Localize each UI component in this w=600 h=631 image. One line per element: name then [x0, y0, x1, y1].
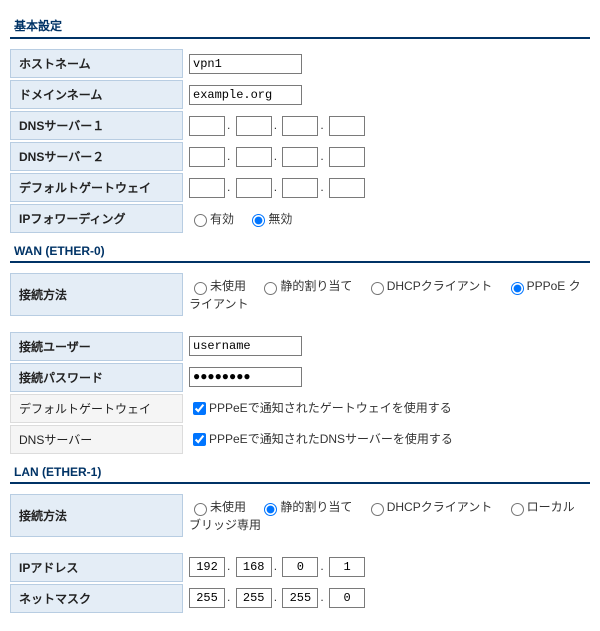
lan-mask-oct3[interactable]	[282, 588, 318, 608]
wan-user-label: 接続ユーザー	[10, 332, 183, 361]
section-basic-title: 基本設定	[10, 14, 590, 39]
lan-mask-label: ネットマスク	[10, 584, 183, 613]
lan-mask-oct1[interactable]	[189, 588, 225, 608]
hostname-label: ホストネーム	[10, 49, 183, 78]
dns2-oct4[interactable]	[329, 147, 365, 167]
dns1-oct1[interactable]	[189, 116, 225, 136]
lan-method-table: 接続方法 未使用 静的割り当て DHCPクライアント ローカルブリッジ専用	[10, 492, 590, 539]
section-lan-title: LAN (ETHER-1)	[10, 462, 590, 484]
wan-gw-label: デフォルトゲートウェイ	[10, 394, 183, 423]
wan-user-input[interactable]	[189, 336, 302, 356]
dns2-oct2[interactable]	[236, 147, 272, 167]
lan-mask-oct2[interactable]	[236, 588, 272, 608]
dns2-label: DNSサーバー２	[10, 142, 183, 171]
dns1-oct3[interactable]	[282, 116, 318, 136]
wan-dns-label: DNSサーバー	[10, 425, 183, 454]
ipfw-enable-text: 有効	[210, 212, 234, 226]
lan-method-unused[interactable]: 未使用	[189, 500, 246, 514]
wan-pass-input[interactable]	[189, 367, 302, 387]
lan-detail-table: IPアドレス . . . ネットマスク . . .	[10, 551, 590, 615]
lan-method-static[interactable]: 静的割り当て	[259, 500, 352, 514]
basic-table: ホストネーム ドメインネーム DNSサーバー１ . . . DNSサーバー２ .…	[10, 47, 590, 235]
basic-gw-label: デフォルトゲートウェイ	[10, 173, 183, 202]
lan-method-dhcp[interactable]: DHCPクライアント	[366, 500, 493, 514]
wan-dns-check[interactable]: PPPeEで通知されたDNSサーバーを使用する	[189, 432, 453, 446]
domain-input[interactable]	[189, 85, 302, 105]
wan-method-dhcp[interactable]: DHCPクライアント	[366, 279, 493, 293]
wan-method-label: 接続方法	[10, 273, 183, 316]
wan-method-unused[interactable]: 未使用	[189, 279, 246, 293]
dns2-oct1[interactable]	[189, 147, 225, 167]
wan-method-static[interactable]: 静的割り当て	[259, 279, 352, 293]
dns1-oct4[interactable]	[329, 116, 365, 136]
wan-method-table: 接続方法 未使用 静的割り当て DHCPクライアント PPPoE クライアント	[10, 271, 590, 318]
wan-pass-label: 接続パスワード	[10, 363, 183, 392]
wan-gw-check[interactable]: PPPeEで通知されたゲートウェイを使用する	[189, 401, 452, 415]
domain-label: ドメインネーム	[10, 80, 183, 109]
lan-mask-oct4[interactable]	[329, 588, 365, 608]
lan-method-label: 接続方法	[10, 494, 183, 537]
ipfw-disable-text: 無効	[268, 212, 292, 226]
lan-ip-label: IPアドレス	[10, 553, 183, 582]
basic-gw-oct3[interactable]	[282, 178, 318, 198]
lan-ip-oct2[interactable]	[236, 557, 272, 577]
lan-ip-oct4[interactable]	[329, 557, 365, 577]
basic-gw-oct2[interactable]	[236, 178, 272, 198]
dns1-oct2[interactable]	[236, 116, 272, 136]
ipfw-disable-option[interactable]: 無効	[247, 212, 292, 226]
lan-ip-oct3[interactable]	[282, 557, 318, 577]
dns1-label: DNSサーバー１	[10, 111, 183, 140]
hostname-input[interactable]	[189, 54, 302, 74]
basic-gw-oct1[interactable]	[189, 178, 225, 198]
wan-detail-table: 接続ユーザー 接続パスワード デフォルトゲートウェイ PPPeEで通知されたゲー…	[10, 330, 590, 456]
dns2-oct3[interactable]	[282, 147, 318, 167]
lan-ip-oct1[interactable]	[189, 557, 225, 577]
ipfw-label: IPフォワーディング	[10, 204, 183, 233]
ipfw-enable-option[interactable]: 有効	[189, 212, 234, 226]
basic-gw-oct4[interactable]	[329, 178, 365, 198]
section-wan-title: WAN (ETHER-0)	[10, 241, 590, 263]
